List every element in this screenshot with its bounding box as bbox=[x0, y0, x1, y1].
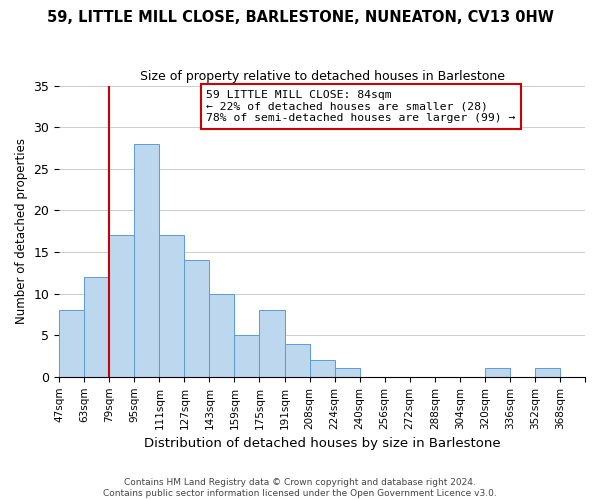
Bar bbox=[59, 310, 84, 377]
Y-axis label: Number of detached properties: Number of detached properties bbox=[15, 138, 28, 324]
Bar bbox=[335, 368, 359, 377]
Text: 59 LITTLE MILL CLOSE: 84sqm
← 22% of detached houses are smaller (28)
78% of sem: 59 LITTLE MILL CLOSE: 84sqm ← 22% of det… bbox=[206, 90, 516, 123]
Bar bbox=[259, 310, 284, 377]
Bar bbox=[134, 144, 160, 377]
Title: Size of property relative to detached houses in Barlestone: Size of property relative to detached ho… bbox=[140, 70, 505, 83]
Text: 59, LITTLE MILL CLOSE, BARLESTONE, NUNEATON, CV13 0HW: 59, LITTLE MILL CLOSE, BARLESTONE, NUNEA… bbox=[47, 10, 553, 25]
Bar bbox=[485, 368, 510, 377]
Bar bbox=[235, 335, 259, 377]
Bar bbox=[535, 368, 560, 377]
Bar bbox=[284, 344, 310, 377]
Bar bbox=[209, 294, 235, 377]
Bar bbox=[184, 260, 209, 377]
Bar bbox=[160, 236, 184, 377]
Bar bbox=[84, 277, 109, 377]
Text: Contains HM Land Registry data © Crown copyright and database right 2024.
Contai: Contains HM Land Registry data © Crown c… bbox=[103, 478, 497, 498]
Bar bbox=[109, 236, 134, 377]
Bar bbox=[310, 360, 335, 377]
X-axis label: Distribution of detached houses by size in Barlestone: Distribution of detached houses by size … bbox=[144, 437, 500, 450]
